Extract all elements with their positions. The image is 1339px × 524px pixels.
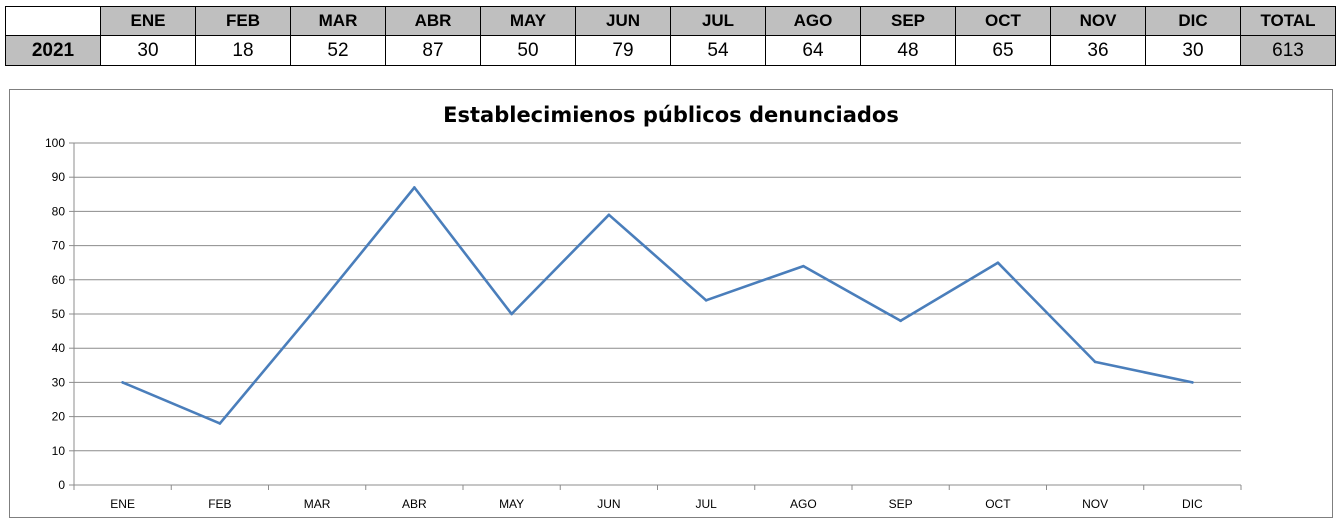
chart-plot-area: 0 10 20 30 40 50 60 70 80 90 100 ENE FEB MAR ABR MAY JUN…: [45, 136, 1242, 511]
month-value-cell: 79: [575, 35, 671, 66]
data-point: [607, 213, 611, 217]
month-value-cell: 18: [195, 35, 291, 66]
data-point: [899, 319, 902, 323]
x-tick-label: AGO: [790, 497, 817, 511]
month-header: JUN: [575, 6, 671, 36]
y-tick-label: 0: [58, 478, 65, 492]
month-value-cell: 36: [1050, 35, 1146, 66]
x-tick-label: DIC: [1182, 497, 1203, 511]
month-header: ENE: [100, 6, 196, 36]
year-cell: 2021: [5, 35, 101, 66]
month-header: NOV: [1050, 6, 1146, 36]
month-header: ABR: [385, 6, 481, 36]
month-value-cell: 52: [290, 35, 386, 66]
month-value-cell: 54: [670, 35, 766, 66]
table-row: 2021 30 18 52 87 50 79 54 64 48 65 36 30…: [5, 35, 1336, 66]
total-header: TOTAL: [1240, 6, 1336, 36]
data-point: [510, 312, 513, 316]
x-tick-label: OCT: [985, 497, 1011, 511]
y-tick-label: 30: [52, 375, 66, 389]
data-point: [802, 264, 805, 268]
month-value-cell: 87: [385, 35, 481, 66]
month-value-cell: 48: [860, 35, 956, 66]
x-tick-label: JUL: [695, 497, 717, 511]
data-point: [315, 305, 319, 309]
data-point: [996, 261, 1000, 264]
data-point: [1191, 381, 1194, 384]
line-chart: Establecimienos públicos denunciados 0 10…: [9, 89, 1333, 518]
x-tick-label: ABR: [402, 497, 427, 511]
y-tick-label: 100: [45, 136, 65, 150]
chart-title: Establecimienos públicos denunciados: [443, 103, 899, 127]
y-tick-label: 90: [52, 170, 66, 184]
data-point: [704, 299, 708, 302]
month-header: JUL: [670, 6, 766, 36]
x-tick-label: MAY: [499, 497, 524, 511]
month-header: MAR: [290, 6, 386, 36]
table-corner-cell: [5, 6, 101, 36]
x-tick-label: FEB: [208, 497, 231, 511]
month-value-cell: 30: [100, 35, 196, 66]
y-tick-label: 10: [52, 444, 66, 458]
y-tick-label: 40: [52, 341, 66, 355]
y-tick-label: 20: [52, 410, 66, 424]
month-header: SEP: [860, 6, 956, 36]
total-value-cell: 613: [1240, 35, 1336, 66]
x-tick-label: NOV: [1082, 497, 1108, 511]
month-header: AGO: [765, 6, 861, 36]
y-tick-label: 70: [52, 239, 66, 253]
x-tick-label: SEP: [889, 497, 913, 511]
month-value-cell: 50: [480, 35, 576, 66]
x-tick-label: JUN: [597, 497, 620, 511]
month-value-cell: 30: [1145, 35, 1241, 66]
table-header-row: ENE FEB MAR ABR MAY JUN JUL AGO SEP OCT …: [5, 6, 1336, 36]
x-tick-label: ENE: [110, 497, 135, 511]
month-header: FEB: [195, 6, 291, 36]
y-tick-label: 50: [52, 307, 66, 321]
data-point: [1093, 360, 1097, 364]
data-point: [121, 381, 124, 384]
month-header: OCT: [955, 6, 1051, 36]
y-tick-label: 60: [52, 273, 66, 287]
data-point: [413, 186, 416, 189]
series-line: [121, 186, 1194, 425]
month-header: DIC: [1145, 6, 1241, 36]
data-point: [218, 422, 222, 425]
month-value-cell: 64: [765, 35, 861, 66]
month-value-cell: 65: [955, 35, 1051, 66]
x-tick-label: MAR: [304, 497, 331, 511]
y-tick-label: 80: [52, 204, 66, 218]
month-header: MAY: [480, 6, 576, 36]
monthly-summary-table: ENE FEB MAR ABR MAY JUN JUL AGO SEP OCT …: [5, 6, 1336, 66]
